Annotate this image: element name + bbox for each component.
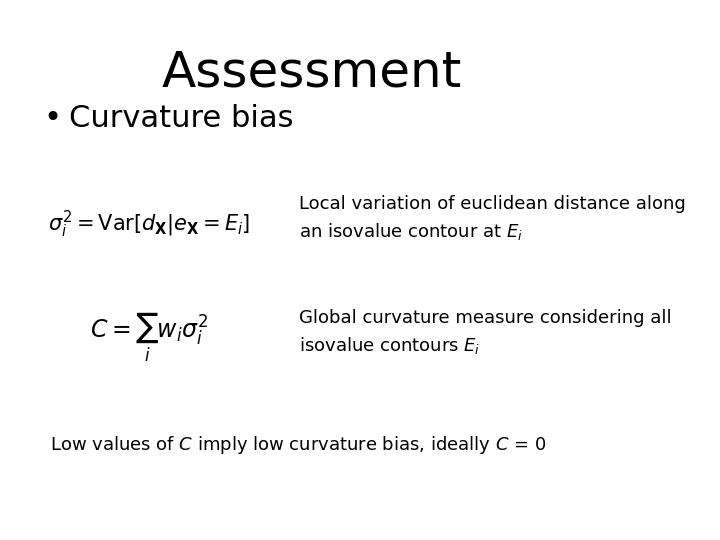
Text: •: • <box>44 104 62 133</box>
Text: $C = \sum_i w_i \sigma_i^2$: $C = \sum_i w_i \sigma_i^2$ <box>90 310 209 365</box>
Text: $\sigma_i^2 = \mathrm{Var}[d_{\mathbf{X}} | e_{\mathbf{X}} = E_i]$: $\sigma_i^2 = \mathrm{Var}[d_{\mathbf{X}… <box>48 208 251 240</box>
Text: Assessment: Assessment <box>161 49 462 97</box>
Text: Curvature bias: Curvature bias <box>68 104 293 133</box>
Text: Local variation of euclidean distance along
an isovalue contour at $\it{E}_i$: Local variation of euclidean distance al… <box>300 195 686 242</box>
Text: Global curvature measure considering all
isovalue contours $\it{E}_i$: Global curvature measure considering all… <box>300 308 672 356</box>
Text: Low values of $\it{C}$ imply low curvature bias, ideally $\it{C}$ = $\it{0}$: Low values of $\it{C}$ imply low curvatu… <box>50 435 546 456</box>
